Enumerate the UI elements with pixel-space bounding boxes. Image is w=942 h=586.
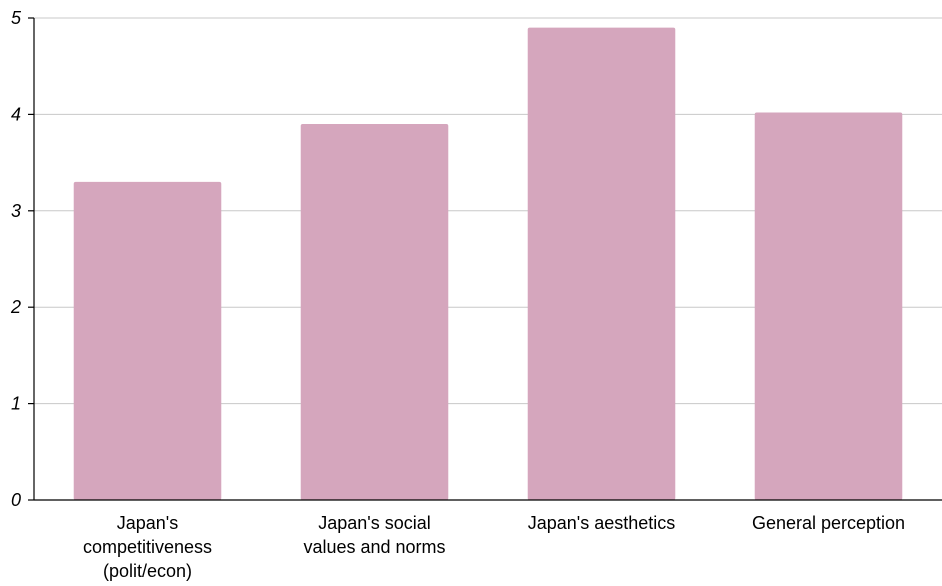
category-label: (polit/econ) [103,561,192,581]
category-label: Japan's aesthetics [528,513,676,533]
bar [300,124,449,500]
category-label: competitiveness [83,537,212,557]
y-tick-label: 3 [11,201,21,221]
y-tick-label: 5 [11,8,22,28]
y-tick-label: 2 [10,297,21,317]
y-tick-labels: 0 1 2 3 4 5 [10,8,22,510]
y-tick-label: 0 [11,490,21,510]
category-label: General perception [752,513,905,533]
category-label: Japan's social [318,513,431,533]
bar [754,112,903,501]
y-tick-label: 1 [11,394,21,414]
bar [73,181,222,500]
category-labels: Japan's competitiveness (polit/econ) Japan'… [83,513,905,581]
category-label: values and norms [303,537,445,557]
bar [527,27,676,500]
bars [73,27,903,501]
category-label: Japan's [117,513,178,533]
axes [28,17,942,501]
y-tick-label: 4 [11,104,21,124]
